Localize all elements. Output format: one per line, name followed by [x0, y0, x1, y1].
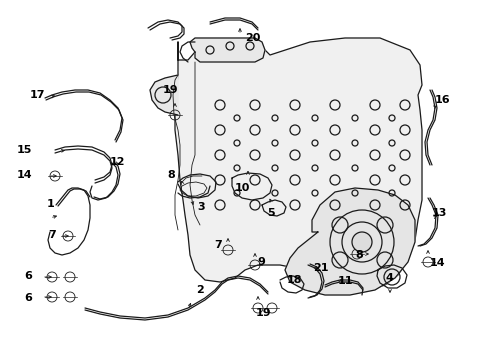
- Text: 7: 7: [48, 230, 56, 240]
- Text: 9: 9: [257, 257, 264, 267]
- Text: 14: 14: [16, 170, 32, 180]
- Polygon shape: [150, 75, 178, 115]
- Text: 8: 8: [167, 170, 175, 180]
- Circle shape: [351, 232, 371, 252]
- Text: 8: 8: [354, 250, 362, 260]
- Text: 14: 14: [429, 258, 445, 268]
- Text: 18: 18: [286, 275, 302, 285]
- Text: 11: 11: [337, 276, 353, 286]
- Polygon shape: [190, 38, 264, 62]
- Text: 1: 1: [46, 199, 54, 209]
- Text: 13: 13: [431, 208, 447, 218]
- Text: 19: 19: [163, 85, 178, 95]
- Text: 20: 20: [244, 33, 260, 43]
- Text: 3: 3: [197, 202, 204, 212]
- Text: 21: 21: [312, 263, 328, 273]
- Text: 10: 10: [235, 183, 250, 193]
- Polygon shape: [285, 188, 414, 295]
- Text: 6: 6: [24, 271, 32, 281]
- Text: 12: 12: [110, 157, 125, 167]
- Text: 5: 5: [266, 208, 274, 218]
- Text: 6: 6: [24, 293, 32, 303]
- Text: 16: 16: [434, 95, 450, 105]
- Text: 19: 19: [256, 308, 271, 318]
- Text: 15: 15: [17, 145, 32, 155]
- Text: 4: 4: [384, 273, 392, 283]
- Text: 2: 2: [196, 285, 203, 295]
- Text: 17: 17: [29, 90, 45, 100]
- Text: 7: 7: [214, 240, 222, 250]
- Polygon shape: [175, 38, 421, 292]
